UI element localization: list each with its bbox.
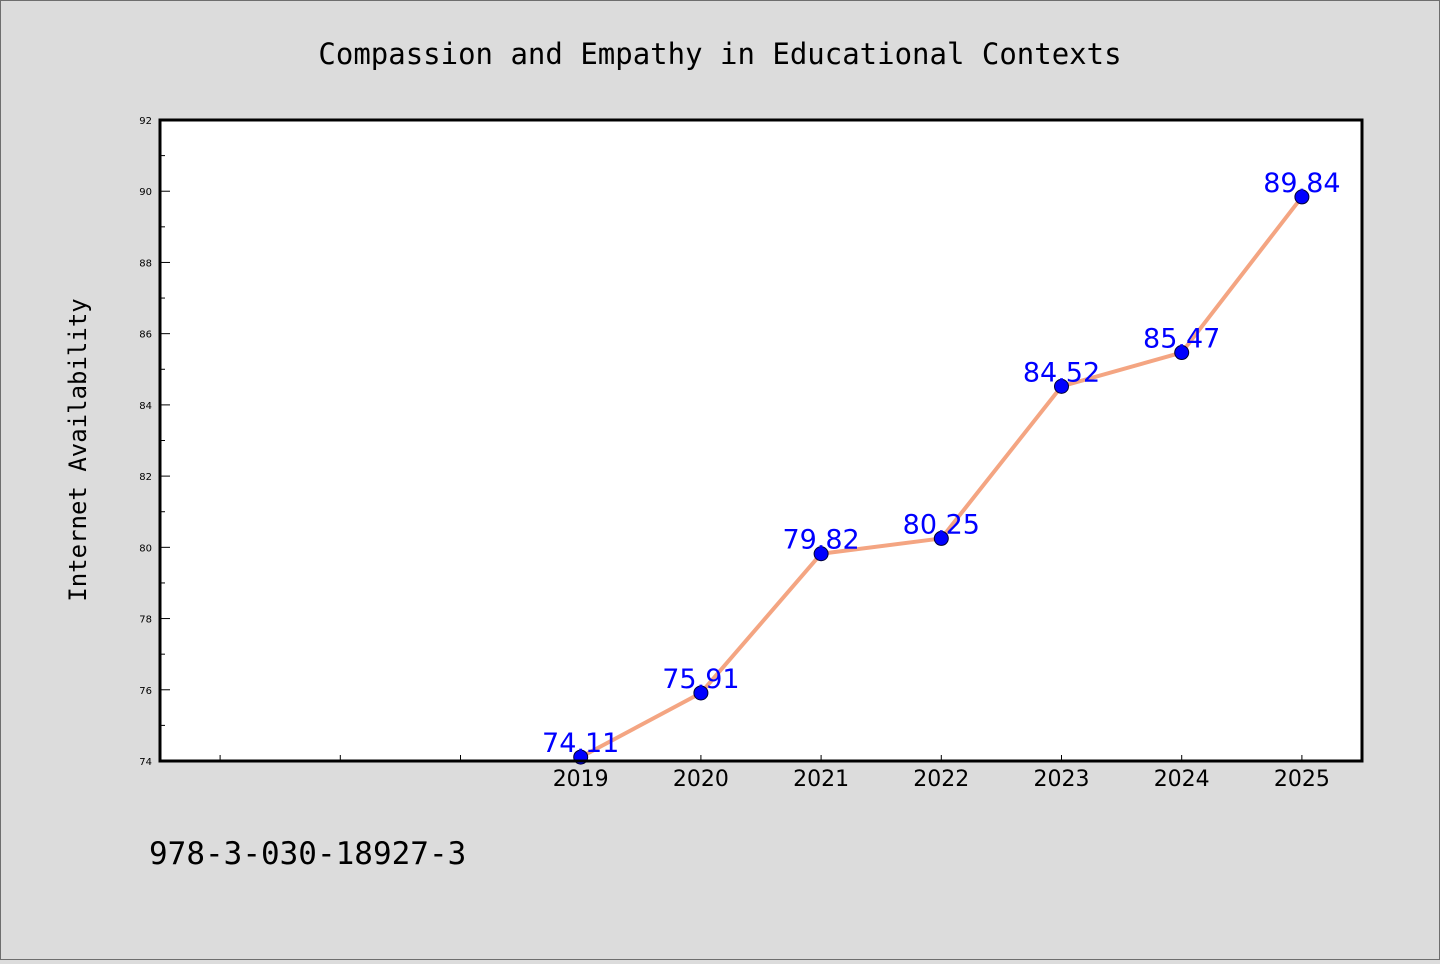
x-tick-label: 2024 <box>1154 767 1210 792</box>
y-tick-label: 80 <box>139 543 152 554</box>
data-label: 74.11 <box>542 728 619 759</box>
plot-area <box>160 120 1362 761</box>
data-labels-group: 74.11 75.91 79.82 80.25 84.52 85.47 89.84 <box>542 168 1340 759</box>
y-tick-label: 86 <box>139 330 152 341</box>
data-label: 79.82 <box>782 525 859 556</box>
data-point-marker <box>1294 189 1310 205</box>
data-label: 75.91 <box>662 664 739 695</box>
y-tick-label: 76 <box>139 686 152 697</box>
y-tick-label: 92 <box>139 116 152 127</box>
isbn-label: 978-3-030-18927-3 <box>149 836 466 872</box>
y-tick-label: 90 <box>139 187 152 198</box>
x-axis: 2019 2020 2021 2022 2023 2024 2025 <box>219 755 1330 792</box>
x-tick-label: 2022 <box>913 767 969 792</box>
x-tick-label: 2025 <box>1274 767 1330 792</box>
data-point-marker <box>1174 345 1190 361</box>
data-label: 80.25 <box>903 509 980 540</box>
y-tick-label: 78 <box>139 615 152 626</box>
data-point-marker <box>933 530 949 546</box>
data-label: 84.52 <box>1023 357 1100 388</box>
data-point-marker <box>1054 378 1069 394</box>
y-axis-label: Internet Availability <box>64 298 92 601</box>
data-label: 89.84 <box>1263 168 1340 199</box>
x-tick-label: 2019 <box>553 767 609 792</box>
x-tick-label: 2023 <box>1034 767 1090 792</box>
data-point-marker <box>693 685 709 701</box>
series-line-group <box>573 189 1310 765</box>
chart-title: Compassion and Empathy in Educational Co… <box>318 37 1121 71</box>
y-tick-label: 84 <box>139 401 152 412</box>
x-tick-label: 2021 <box>793 767 849 792</box>
y-axis: 74 76 78 80 82 84 86 88 90 92 <box>139 116 170 768</box>
data-label: 85.47 <box>1143 324 1220 355</box>
x-tick-label: 2020 <box>673 767 729 792</box>
y-tick-label: 82 <box>139 472 152 483</box>
data-point-marker <box>813 546 829 562</box>
y-tick-label: 88 <box>139 258 152 269</box>
y-tick-label: 74 <box>139 757 152 768</box>
plot-border <box>158 118 1364 763</box>
